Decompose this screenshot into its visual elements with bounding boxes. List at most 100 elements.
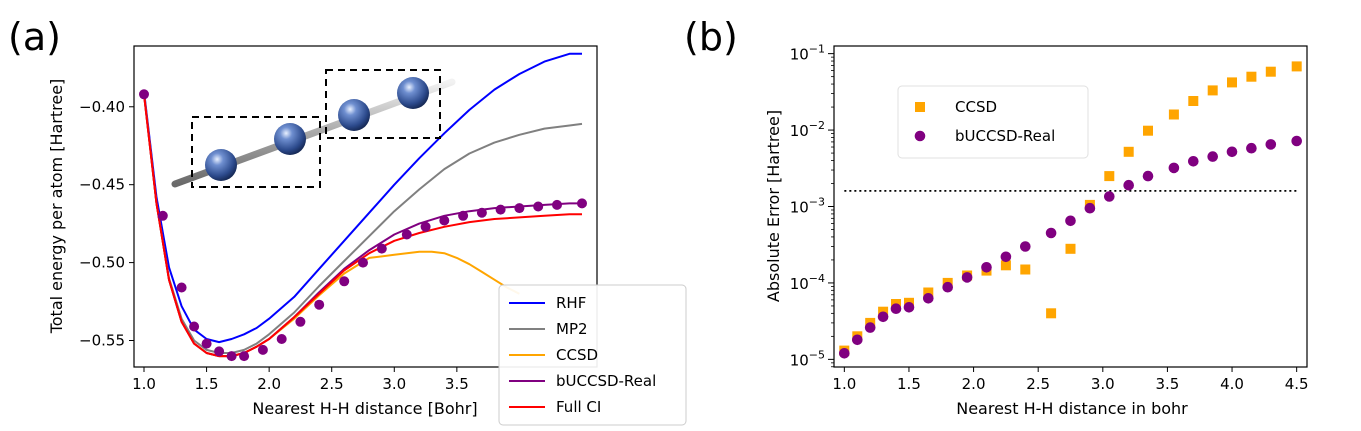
legend-swatch-buccsd-real bbox=[914, 130, 926, 142]
data-point-ccsd bbox=[1020, 264, 1031, 275]
chart-b: 1.0 1.5 2.0 2.5 3.0 3.5 4.0 4.5 10−5 10−4 10−3 10−2… bbox=[764, 43, 1309, 418]
legend-swatch-ccsd bbox=[915, 102, 925, 112]
data-point-buccsd-real bbox=[1226, 146, 1238, 158]
chart-a-xtick-label: 1.5 bbox=[195, 375, 219, 393]
data-point-buccsd-real bbox=[239, 351, 250, 362]
data-point-ccsd bbox=[1246, 71, 1257, 82]
data-point-buccsd-real bbox=[476, 207, 487, 218]
data-point-buccsd-real bbox=[420, 221, 431, 232]
legend-label-ccsd: CCSD bbox=[556, 346, 598, 364]
chart-b-ytick-label: 10−5 bbox=[790, 348, 825, 369]
data-point-buccsd-real bbox=[852, 334, 863, 346]
legend-label-buccsd-real: bUCCSD-Real bbox=[556, 372, 656, 390]
legend-label-ccsd: CCSD bbox=[955, 98, 997, 116]
data-point-buccsd-real bbox=[1168, 162, 1180, 174]
chart-b-ytick-label: 10−2 bbox=[790, 119, 825, 140]
unit-cell-box-1 bbox=[191, 116, 321, 188]
chart-b-series bbox=[839, 61, 1302, 359]
chart-a-xtick-label: 2.0 bbox=[257, 375, 281, 393]
chart-b-ylabel: Absolute Error [Hartree] bbox=[764, 110, 783, 302]
chart-a-ytick-label: −0.40 bbox=[79, 98, 125, 116]
data-point-buccsd-real bbox=[903, 302, 915, 313]
data-point-buccsd-real bbox=[514, 203, 525, 214]
chart-a-ticks: 1.0 1.5 2.0 2.5 3.0 3.5 −0.55 −0.50 −0.45 −0.40 bbox=[79, 98, 469, 393]
data-point-buccsd-real bbox=[877, 311, 889, 323]
data-point-buccsd-real bbox=[376, 243, 387, 254]
chart-b-xtick-label: 4.0 bbox=[1220, 375, 1244, 393]
data-point-ccsd bbox=[1265, 66, 1276, 77]
data-point-buccsd-real bbox=[1045, 227, 1057, 239]
hydrogen-atom-4 bbox=[397, 77, 429, 109]
data-point-buccsd-real bbox=[439, 215, 450, 226]
data-point-ccsd bbox=[1123, 146, 1134, 157]
data-point-ccsd bbox=[1065, 243, 1076, 254]
series-line-ccsd bbox=[143, 94, 520, 358]
hydrogen-atom-1 bbox=[205, 149, 237, 181]
chart-a-xlabel: Nearest H-H distance [Bohr] bbox=[252, 399, 477, 418]
data-point-buccsd-real bbox=[1020, 241, 1031, 252]
legend-label-rhf: RHF bbox=[556, 294, 586, 312]
data-point-buccsd-real bbox=[401, 229, 412, 240]
legend-a-entries: RHF MP2 CCSD bUCCSD-Real Full CI bbox=[509, 294, 656, 416]
data-point-buccsd-real bbox=[533, 201, 544, 212]
chart-a-markers bbox=[139, 89, 587, 362]
chart-a-xtick-label: 2.5 bbox=[320, 375, 344, 393]
data-point-ccsd bbox=[1046, 308, 1057, 319]
chart-b-ytick-label: 10−4 bbox=[790, 272, 825, 293]
data-point-buccsd-real bbox=[339, 276, 350, 287]
chart-b-xlabel: Nearest H-H distance in bohr bbox=[956, 399, 1188, 418]
data-point-buccsd-real bbox=[1142, 170, 1154, 182]
chart-a-ylabel: Total energy per atom [Hartree] bbox=[47, 79, 66, 335]
series-line-mp2 bbox=[143, 92, 583, 354]
hydrogen-atom-2 bbox=[274, 123, 306, 155]
data-point-buccsd-real bbox=[176, 282, 187, 293]
data-point-buccsd-real bbox=[1104, 191, 1115, 202]
data-point-buccsd-real bbox=[961, 272, 973, 283]
data-point-ccsd bbox=[1188, 96, 1199, 106]
data-point-buccsd-real bbox=[1123, 179, 1134, 191]
data-point-buccsd-real bbox=[214, 346, 225, 357]
data-point-buccsd-real bbox=[358, 257, 368, 268]
hydrogen-atom-3 bbox=[338, 99, 370, 131]
data-point-buccsd-real bbox=[314, 299, 325, 310]
data-point-buccsd-real bbox=[276, 334, 287, 344]
data-point-ccsd bbox=[1000, 260, 1011, 271]
chart-a-xtick-label: 1.0 bbox=[132, 375, 156, 393]
chart-a-ytick-label: −0.45 bbox=[79, 176, 125, 194]
chart-b-xtick-label: 2.5 bbox=[1026, 375, 1050, 393]
hydrogen-chain-inset bbox=[171, 69, 456, 188]
panel-label-b: (b) bbox=[684, 15, 738, 59]
data-point-buccsd-real bbox=[1265, 139, 1277, 150]
data-point-buccsd-real bbox=[189, 321, 200, 332]
legend-label-mp2: MP2 bbox=[556, 320, 588, 338]
chart-b-ytick-label: 10−3 bbox=[790, 196, 825, 217]
data-point-buccsd-real bbox=[1246, 142, 1257, 154]
legend-b-box bbox=[897, 85, 1089, 159]
data-point-buccsd-real bbox=[577, 198, 587, 209]
legend-b-entries: CCSD bUCCSD-Real bbox=[914, 98, 1055, 145]
data-point-buccsd-real bbox=[1207, 151, 1218, 162]
data-point-ccsd bbox=[1227, 77, 1237, 88]
data-point-buccsd-real bbox=[552, 199, 562, 210]
data-point-buccsd-real bbox=[458, 210, 469, 221]
data-point-buccsd-real bbox=[864, 322, 876, 333]
chart-b-xtick-label: 4.5 bbox=[1285, 375, 1309, 393]
chart-b-xtick-label: 2.0 bbox=[962, 375, 986, 393]
data-point-buccsd-real bbox=[1291, 135, 1302, 147]
data-point-buccsd-real bbox=[226, 351, 237, 362]
chart-a-ytick-label: −0.55 bbox=[79, 332, 125, 350]
data-point-buccsd-real bbox=[201, 338, 212, 349]
chart-b-xtick-label: 3.0 bbox=[1091, 375, 1115, 393]
data-point-ccsd bbox=[1168, 109, 1179, 120]
data-point-ccsd bbox=[1207, 85, 1218, 96]
chart-b-ticks: 1.0 1.5 2.0 2.5 3.0 3.5 4.0 4.5 10−5 10−4 10−3 10−2… bbox=[790, 43, 1309, 393]
series-line-full-ci bbox=[143, 94, 582, 358]
data-point-buccsd-real bbox=[1188, 156, 1199, 167]
chart-a-xtick-label: 3.0 bbox=[382, 375, 406, 393]
unit-cell-box-2 bbox=[325, 69, 441, 139]
data-point-buccsd-real bbox=[890, 303, 902, 315]
chart-a-ytick-label: −0.50 bbox=[79, 254, 125, 272]
chart-b-xtick-label: 1.5 bbox=[897, 375, 921, 393]
legend-label-full-ci: Full CI bbox=[556, 398, 601, 416]
